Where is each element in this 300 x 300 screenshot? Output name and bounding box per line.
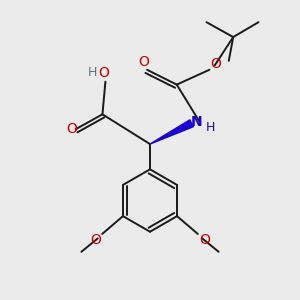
- Text: O: O: [66, 122, 77, 136]
- Text: N: N: [191, 115, 203, 129]
- Text: O: O: [139, 55, 149, 69]
- Text: O: O: [98, 66, 110, 80]
- Text: O: O: [90, 233, 101, 247]
- Text: O: O: [211, 57, 221, 71]
- Text: O: O: [199, 233, 210, 247]
- Text: H: H: [87, 66, 97, 79]
- Text: H: H: [206, 121, 215, 134]
- Polygon shape: [150, 120, 193, 144]
